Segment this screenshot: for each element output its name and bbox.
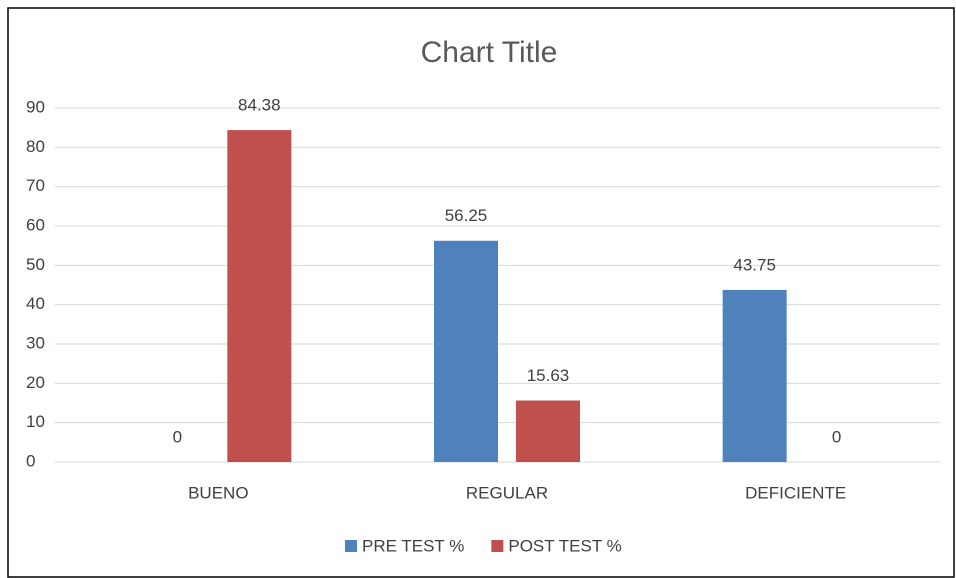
legend-label: PRE TEST % — [362, 536, 464, 555]
data-label: 0 — [832, 427, 841, 446]
data-label: 0 — [173, 427, 182, 446]
bar — [722, 289, 787, 462]
legend-swatch — [345, 540, 357, 552]
y-tick-label: 60 — [26, 215, 45, 234]
bar — [434, 240, 498, 462]
bar — [227, 130, 292, 462]
y-tick-label: 0 — [26, 451, 35, 470]
y-tick-label: 40 — [26, 294, 45, 313]
y-tick-label: 10 — [26, 412, 45, 431]
x-tick-label: REGULAR — [466, 483, 548, 502]
data-label: 15.63 — [527, 366, 570, 385]
y-tick-label: 30 — [26, 333, 45, 352]
legend-label: POST TEST % — [508, 536, 621, 555]
y-tick-label: 20 — [26, 373, 45, 392]
data-label: 43.75 — [733, 255, 776, 274]
bar — [516, 400, 580, 462]
y-tick-label: 70 — [26, 176, 45, 195]
legend-swatch — [491, 540, 504, 552]
y-tick-label: 90 — [26, 97, 45, 116]
data-label: 56.25 — [445, 206, 488, 225]
x-tick-label: DEFICIENTE — [745, 483, 846, 502]
y-tick-label: 50 — [26, 255, 45, 274]
chart-title: Chart Title — [421, 36, 558, 69]
x-tick-label: BUENO — [188, 483, 248, 502]
y-tick-label: 80 — [26, 137, 45, 156]
data-label: 84.38 — [238, 96, 281, 115]
